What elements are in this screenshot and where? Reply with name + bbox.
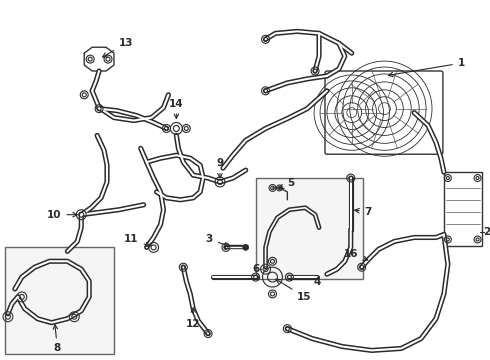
Text: 10: 10 [47, 210, 77, 220]
Text: 5: 5 [279, 178, 294, 189]
Text: 3: 3 [206, 234, 229, 247]
Text: 13: 13 [102, 38, 133, 57]
Text: 4: 4 [314, 277, 321, 287]
Text: 6: 6 [252, 264, 260, 274]
Text: 12: 12 [186, 308, 200, 329]
Text: 8: 8 [53, 325, 61, 354]
Text: 7: 7 [355, 207, 372, 217]
Text: 2: 2 [484, 226, 490, 237]
Text: 16: 16 [344, 249, 368, 261]
Text: 1: 1 [389, 58, 465, 77]
Text: 11: 11 [124, 234, 150, 247]
Circle shape [243, 244, 249, 250]
Text: 9: 9 [217, 158, 223, 178]
Bar [5, 247, 114, 354]
Bar [256, 178, 363, 279]
Text: 15: 15 [276, 279, 312, 302]
Text: 14: 14 [169, 99, 184, 118]
Bar [444, 172, 482, 246]
